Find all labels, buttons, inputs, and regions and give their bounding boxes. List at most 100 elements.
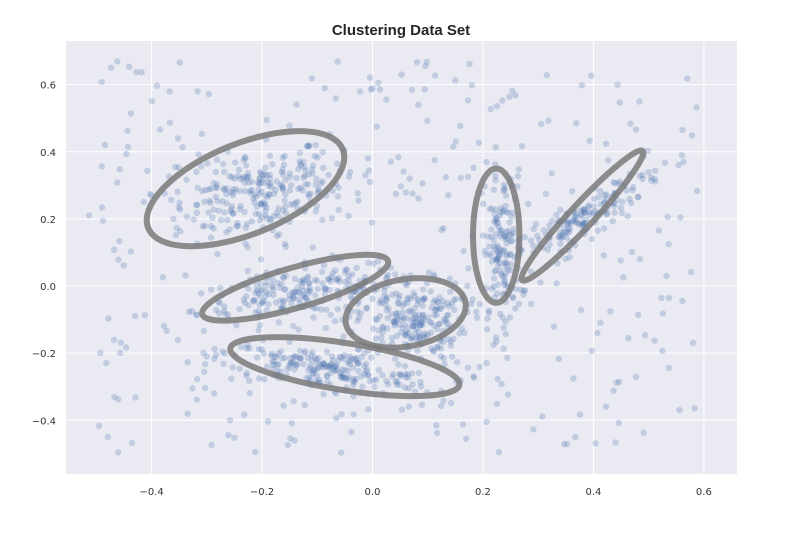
data-point: [406, 324, 413, 331]
data-point: [266, 171, 273, 178]
data-point: [597, 319, 604, 326]
data-point: [636, 256, 643, 263]
x-tick-label: 0.0: [365, 487, 381, 498]
data-point: [173, 224, 180, 232]
data-point: [318, 180, 325, 187]
data-point: [206, 197, 213, 204]
data-point: [390, 318, 397, 325]
data-point: [321, 285, 328, 292]
data-point: [328, 360, 335, 367]
data-point: [309, 244, 317, 251]
data-point: [450, 296, 457, 304]
data-point: [280, 171, 287, 178]
data-point: [325, 276, 333, 283]
data-point: [601, 225, 608, 232]
data-point: [353, 354, 360, 362]
data-point: [233, 223, 240, 230]
data-point: [299, 279, 307, 287]
data-point: [553, 280, 560, 287]
data-point: [374, 316, 381, 323]
data-point: [419, 312, 426, 319]
data-point: [320, 391, 327, 398]
data-point: [341, 366, 349, 374]
data-point: [509, 87, 516, 95]
data-point: [246, 345, 253, 352]
data-point: [260, 176, 267, 183]
data-point: [179, 144, 186, 151]
data-point: [407, 295, 415, 302]
data-point: [324, 373, 331, 380]
data-point: [488, 226, 495, 233]
data-point: [274, 279, 281, 287]
data-point: [481, 247, 488, 254]
data-point: [434, 298, 441, 306]
data-point: [476, 363, 483, 371]
data-point: [340, 333, 347, 340]
data-point: [282, 285, 289, 293]
data-point: [183, 176, 190, 183]
data-point: [494, 257, 501, 264]
data-point: [456, 330, 463, 337]
data-point: [248, 218, 256, 225]
data-point: [485, 307, 492, 314]
data-point: [289, 289, 296, 296]
data-point: [504, 209, 512, 216]
data-point: [492, 334, 500, 341]
data-point: [241, 179, 248, 186]
data-point: [502, 233, 510, 240]
data-point: [282, 272, 290, 279]
data-point: [442, 173, 450, 181]
data-point: [296, 354, 303, 362]
data-point: [246, 377, 253, 385]
data-point: [315, 185, 322, 193]
data-point: [141, 312, 149, 319]
data-point: [405, 403, 412, 410]
data-point: [318, 268, 326, 276]
data-point: [219, 348, 226, 355]
data-point: [588, 347, 595, 355]
data-point: [252, 309, 259, 316]
data-point: [510, 229, 517, 237]
data-point: [361, 371, 368, 378]
data-point: [502, 233, 509, 240]
data-point: [339, 374, 347, 382]
data-point: [204, 160, 211, 167]
data-point: [309, 170, 316, 177]
data-point: [114, 58, 121, 65]
data-point: [490, 283, 497, 290]
data-point: [299, 287, 306, 294]
data-point: [202, 186, 209, 194]
data-point: [302, 294, 309, 301]
data-point: [285, 291, 293, 299]
data-point: [337, 373, 344, 380]
data-point: [384, 325, 391, 332]
data-point: [262, 293, 269, 300]
data-point: [251, 296, 258, 304]
data-point: [288, 420, 295, 427]
data-point: [144, 167, 151, 174]
data-point: [306, 289, 313, 296]
data-point: [442, 318, 449, 326]
data-point: [507, 231, 514, 238]
data-point: [579, 206, 586, 213]
data-point: [485, 309, 493, 316]
data-point: [281, 152, 288, 160]
data-point: [231, 434, 238, 441]
data-point: [252, 289, 259, 296]
data-point: [177, 206, 184, 213]
data-point: [322, 285, 329, 293]
data-point: [421, 330, 428, 337]
data-point: [414, 333, 422, 340]
data-point: [334, 193, 342, 200]
data-point: [345, 212, 352, 220]
data-point: [299, 187, 306, 194]
data-point: [278, 348, 285, 355]
data-point: [347, 168, 354, 176]
data-point: [504, 354, 511, 362]
data-point: [458, 325, 465, 332]
data-point: [286, 363, 293, 371]
data-point: [326, 286, 333, 294]
data-point: [428, 345, 435, 352]
data-point: [490, 186, 497, 193]
data-point: [278, 168, 285, 176]
